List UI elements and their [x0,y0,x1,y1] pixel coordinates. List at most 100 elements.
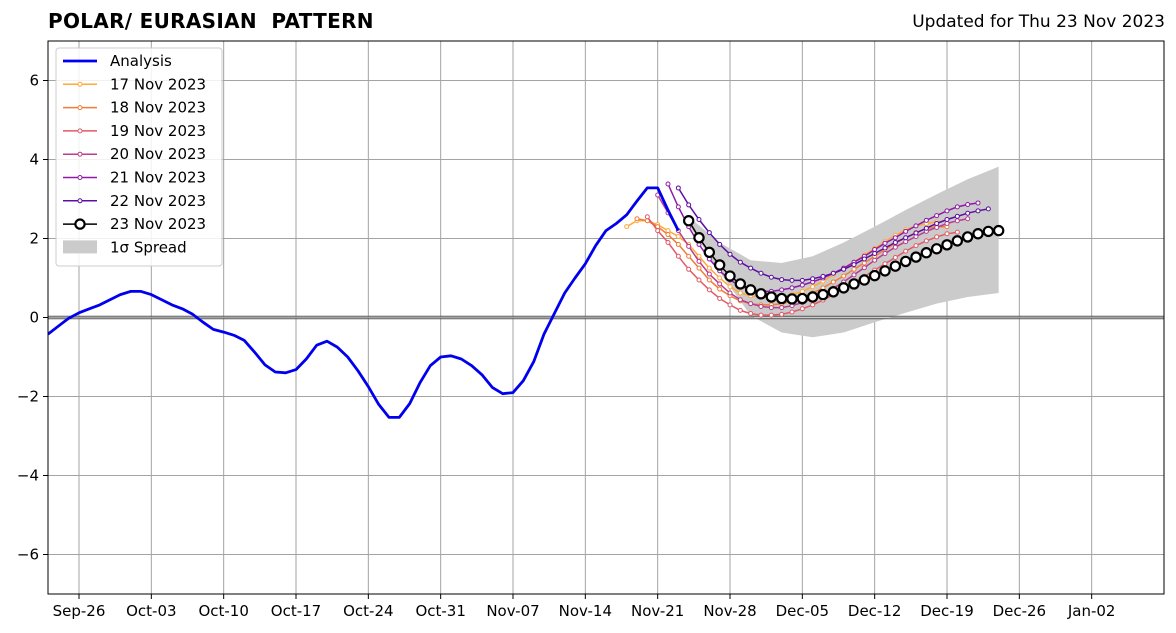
forecast-point [903,228,909,234]
forecast-point [872,251,878,257]
latest-forecast-point [951,235,964,247]
y-tick-label: 6 [29,72,39,90]
forecast-point [696,217,702,223]
y-tick-label: −6 [17,546,39,564]
legend-marker [77,151,83,157]
forecast-point [841,266,847,272]
forecast-series [675,185,991,283]
forecast-point [861,256,867,262]
latest-forecast-point [796,292,809,305]
legend-label: 23 Nov 2023 [110,215,206,233]
forecast-point [675,241,681,247]
forecast-point [882,261,888,267]
latest-forecast-point [972,228,984,240]
forecast-point [727,302,733,308]
legend-marker [77,128,83,134]
forecast-point [903,248,909,254]
forecast-point [789,277,795,283]
forecast-point [779,311,785,317]
latest-forecast-point [765,291,778,303]
forecast-series [644,214,960,318]
forecast-point [810,276,816,282]
legend-label: 22 Nov 2023 [110,192,206,210]
x-tick-label: Dec-12 [848,602,902,620]
zero-line-layer [48,315,1164,320]
forecast-point [954,218,960,224]
forecast-point [717,241,723,247]
forecast-point [944,231,950,237]
latest-forecast-point [982,225,995,238]
spread-band [688,166,999,338]
forecast-point [768,305,774,311]
forecast-point [779,287,785,293]
forecast-point [696,258,702,264]
latest-forecast-point [744,284,757,296]
latest-forecast-point [848,278,860,290]
forecast-point [717,275,723,281]
legend-marker [77,105,83,111]
forecast-point [727,251,733,257]
forecast-point [954,204,960,210]
latest-forecast-series [682,215,1005,305]
forecast-point [706,265,712,271]
forecast-point [727,284,733,290]
legend-box [55,47,223,267]
forecast-point [644,214,650,220]
forecast-point [882,251,888,257]
forecast-point [944,220,950,226]
forecast-point [830,270,836,276]
x-tick-label: Oct-31 [415,602,465,620]
legend-entry: 22 Nov 2023 [63,192,206,210]
legend-swatch [63,240,97,254]
forecast-point [954,229,960,235]
legend-label: 19 Nov 2023 [110,122,206,140]
spread-layer [688,166,999,338]
chart-subtitle: Updated for Thu 23 Nov 2023 [912,12,1165,32]
forecast-point [892,244,898,250]
forecast-point [861,260,867,266]
forecast-point [758,303,764,309]
latest-forecast-point [899,255,912,268]
forecast-point [634,216,640,222]
forecast-point [696,265,702,271]
x-tick-label: Dec-19 [920,602,974,620]
forecast-point [944,217,950,223]
forecast-point [768,274,774,280]
legend-entry: 23 Nov 2023 [63,215,206,233]
x-tick-label: Oct-10 [198,602,248,620]
forecast-point [665,232,671,238]
forecast-point [675,234,681,240]
forecast-point [789,309,795,315]
x-tick-label: Nov-21 [631,602,684,620]
forecast-point [686,266,692,272]
forecast-point [934,224,940,230]
legend-marker [74,218,86,230]
forecast-point [934,220,940,226]
forecast-point [686,243,692,249]
forecast-point [923,225,929,231]
legend-label: 18 Nov 2023 [110,99,206,117]
latest-forecast-point [827,286,840,298]
forecast-point [872,257,878,263]
forecast-point [758,312,764,318]
forecast-point [717,281,723,287]
y-tick-label: −4 [17,467,39,485]
forecast-point [913,230,919,236]
forecast-point [696,253,702,259]
forecast-point [696,277,702,283]
x-tick-label: Dec-05 [776,602,830,620]
forecast-point [913,243,919,249]
forecast-point [748,265,754,271]
legend-marker [77,175,83,180]
series-layer [48,181,1005,419]
forecast-point [892,239,898,245]
forecast-point [799,277,805,283]
latest-forecast-point [858,274,871,286]
x-tick-label: Oct-03 [126,602,176,620]
legend-entry: 1σ Spread [63,238,187,256]
latest-forecast-point [775,292,788,305]
forecast-point [903,235,909,241]
legend-entry: 18 Nov 2023 [63,99,206,117]
forecast-point [861,265,867,271]
